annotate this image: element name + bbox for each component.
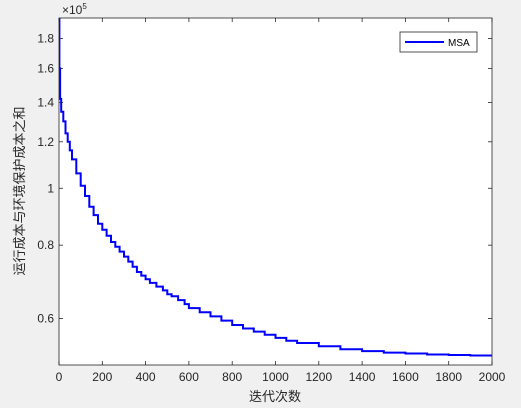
y-axis-label: 运行成本与环境保护成本之和 (13, 106, 28, 275)
legend-label-msa: MSA (448, 38, 470, 49)
y-tick-label: 1.2 (37, 135, 54, 149)
plot-area (59, 18, 492, 365)
y-multiplier: ×105 (62, 2, 87, 17)
x-tick-label: 1200 (305, 370, 332, 384)
y-tick-label: 1.8 (37, 31, 54, 45)
x-tick-label: 400 (136, 370, 156, 384)
x-tick-label: 1000 (262, 370, 289, 384)
plot-frame (58, 17, 493, 366)
ticks-group: 0 200 400 600 800 1000 1200 1400 1600 1800 2000 0.6… (37, 18, 506, 384)
x-tick-label: 0 (56, 370, 63, 384)
y-tick-label: 0.6 (37, 312, 54, 326)
y-tick-label: 1.6 (37, 61, 54, 75)
x-tick-label: 1400 (349, 370, 376, 384)
x-tick-label: 800 (222, 370, 242, 384)
x-tick-label: 1600 (392, 370, 419, 384)
y-tick-label: 1 (47, 181, 54, 195)
y-tick-label: 1.4 (37, 95, 54, 109)
legend: MSA (399, 31, 478, 53)
series-line-msa (59, 18, 492, 357)
y-tick-label: 0.8 (37, 238, 54, 252)
x-tick-label: 200 (92, 370, 112, 384)
x-tick-label: 600 (179, 370, 199, 384)
x-axis-label: 迭代次数 (249, 389, 301, 405)
x-tick-label: 1800 (435, 370, 462, 384)
x-tick-label: 2000 (479, 370, 506, 384)
